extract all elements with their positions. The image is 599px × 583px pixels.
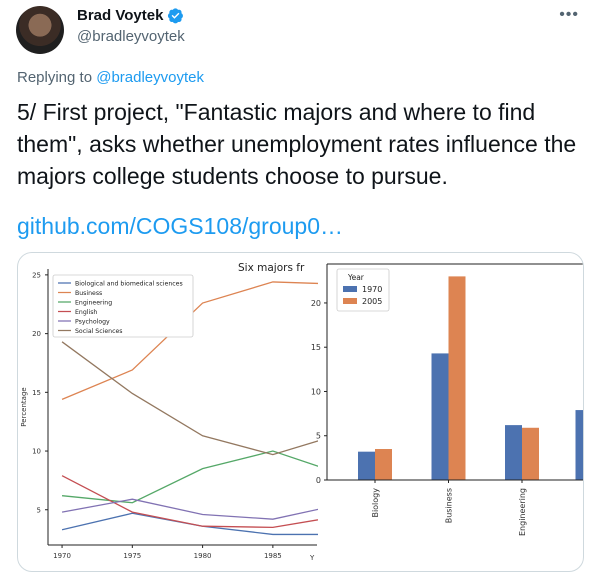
author-name-row: Brad Voytek (77, 7, 185, 24)
bar-chart: 05101520BiologyBusinessEngineeringEYear1… (311, 263, 583, 536)
x-tick-label: 1985 (264, 552, 282, 560)
y-tick-label: 5 (37, 506, 41, 514)
x-tick-label: 1980 (194, 552, 212, 560)
x-axis-label: Y (309, 554, 315, 562)
legend-label-1: Business (75, 290, 102, 297)
author-handle[interactable]: @bradleyvoytek (77, 28, 185, 45)
bar-chart-legend: Year 1970 2005 (336, 268, 390, 312)
line-chart: Six majors fr 5 10 15 20 25 1970 1975 1980 1985 Pe… (20, 262, 318, 562)
bar-x-tick-label: Engineering (518, 488, 527, 536)
bar-2005-1 (448, 276, 466, 480)
legend-label-5: Social Sciences (75, 328, 123, 335)
reply-prefix: Replying to (17, 69, 93, 86)
legend-label-4: Psychology (75, 318, 110, 325)
x-tick-label: 1975 (123, 552, 141, 560)
author-avatar[interactable] (16, 6, 64, 54)
y-tick-label: 10 (32, 448, 41, 456)
y-axis-label: Percentage (20, 387, 28, 426)
bar-legend-swatch-0 (343, 286, 357, 292)
bar-legend-swatch-1 (343, 298, 357, 304)
bar-y-tick-label: 0 (316, 476, 321, 485)
reply-to-link[interactable]: @bradleyvoytek (96, 69, 204, 86)
tweet-text: 5/ First project, "Fantastic majors and … (17, 99, 577, 189)
author-block: Brad Voytek @bradleyvoytek (77, 7, 185, 45)
bar-2005-0 (375, 449, 392, 480)
bar-legend-label-0: 1970 (362, 285, 382, 294)
x-tick-label: 1970 (53, 552, 71, 560)
bar-1970-2 (505, 425, 522, 480)
bar-x-tick-label: Business (445, 488, 454, 523)
legend-frame (52, 274, 194, 338)
bar-y-tick-label: 5 (316, 432, 321, 441)
y-tick-label: 15 (32, 389, 41, 397)
legend-label-0: Biological and biomedical sciences (75, 280, 183, 287)
verified-badge-icon (168, 8, 184, 24)
bar-legend-label-1: 2005 (362, 297, 382, 306)
bar-legend-title: Year (347, 273, 365, 282)
line-chart-legend: Biological and biomedical sciences Busine… (52, 274, 194, 338)
line-series-3 (61, 475, 318, 529)
tweet-link[interactable]: github.com/COGS108/group0… (17, 213, 344, 239)
legend-label-3: English (75, 309, 97, 316)
legend-label-2: Engineering (75, 299, 112, 306)
bar-1970-1 (431, 353, 449, 480)
tweet-media-image[interactable]: Six majors fr 5 10 15 20 25 1970 1975 1980 1985 Pe… (17, 252, 584, 572)
bar-1970-0 (358, 451, 375, 480)
more-options-icon[interactable]: ••• (559, 6, 579, 23)
y-tick-label: 20 (32, 330, 41, 338)
y-tick-label: 25 (32, 271, 41, 279)
bar-y-tick-label: 20 (311, 299, 321, 308)
line-series-group (61, 281, 318, 536)
bar-2005-2 (522, 427, 539, 480)
author-name[interactable]: Brad Voytek (77, 7, 164, 24)
line-series-1 (61, 281, 318, 400)
bar-y-tick-label: 10 (311, 387, 321, 396)
chart-title: Six majors fr (238, 262, 305, 274)
line-series-4 (61, 498, 318, 520)
bar-y-tick-label: 15 (311, 343, 321, 352)
bar-1970-3 (575, 410, 583, 480)
bar-x-tick-label: Biology (371, 488, 380, 518)
line-series-5 (61, 341, 318, 456)
replying-to: Replying to @bradleyvoytek (17, 69, 204, 86)
